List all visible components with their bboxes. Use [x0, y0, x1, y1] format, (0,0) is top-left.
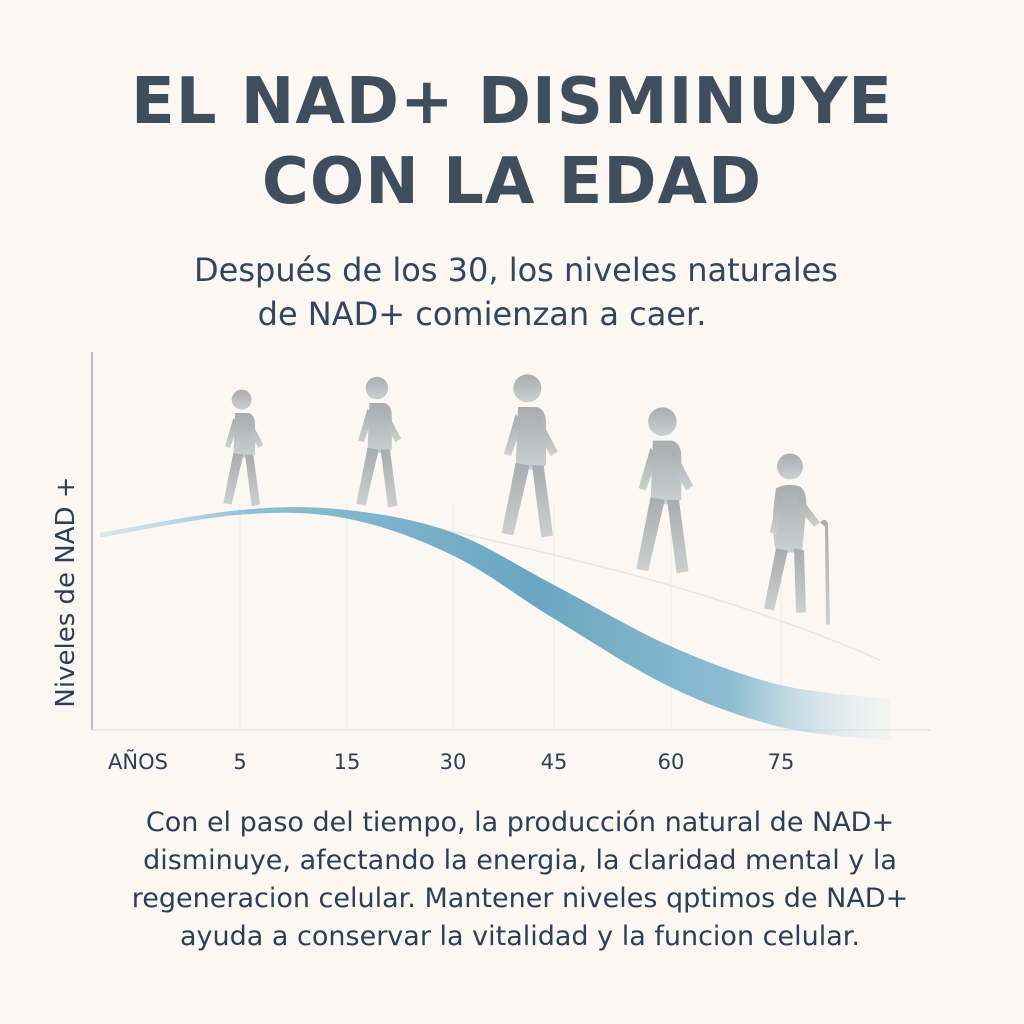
x-tick-label: 5 [233, 750, 246, 774]
page-title: EL NAD+ DISMINUYE CON LA EDAD [0, 62, 1024, 222]
x-tick-label: 75 [768, 750, 795, 774]
x-tick-label: 30 [440, 750, 467, 774]
x-tick-label: 45 [541, 750, 568, 774]
nad-decline-chart: Niveles de NAD + AÑOS 5 15 30 45 60 75 [51, 352, 930, 774]
x-tick-label: 60 [658, 750, 685, 774]
nad-level-series-band [100, 507, 891, 741]
walking-person-icon [501, 374, 558, 538]
subtitle: Después de los 30, los niveles naturales… [0, 248, 1024, 336]
ghost-curve [399, 519, 881, 661]
y-axis-label: Niveles de NAD + [51, 476, 81, 707]
x-tick-label: 15 [334, 750, 361, 774]
subtitle-line-2: de NAD+ comienzan a caer. [257, 295, 707, 333]
x-axis-label: AÑOS [108, 748, 168, 774]
walking-person-icon [356, 376, 402, 508]
subtitle-line-1: Después de los 30, los niveles naturales [194, 251, 838, 289]
description-paragraph: Con el paso del tiempo, la producción na… [131, 807, 909, 952]
walking-person-icon [223, 389, 264, 507]
title-line-2: CON LA EDAD [261, 145, 763, 219]
title-line-1: EL NAD+ DISMINUYE [130, 65, 894, 139]
walking-person-icon [636, 407, 694, 574]
elderly-person-with-cane-icon [764, 453, 830, 625]
